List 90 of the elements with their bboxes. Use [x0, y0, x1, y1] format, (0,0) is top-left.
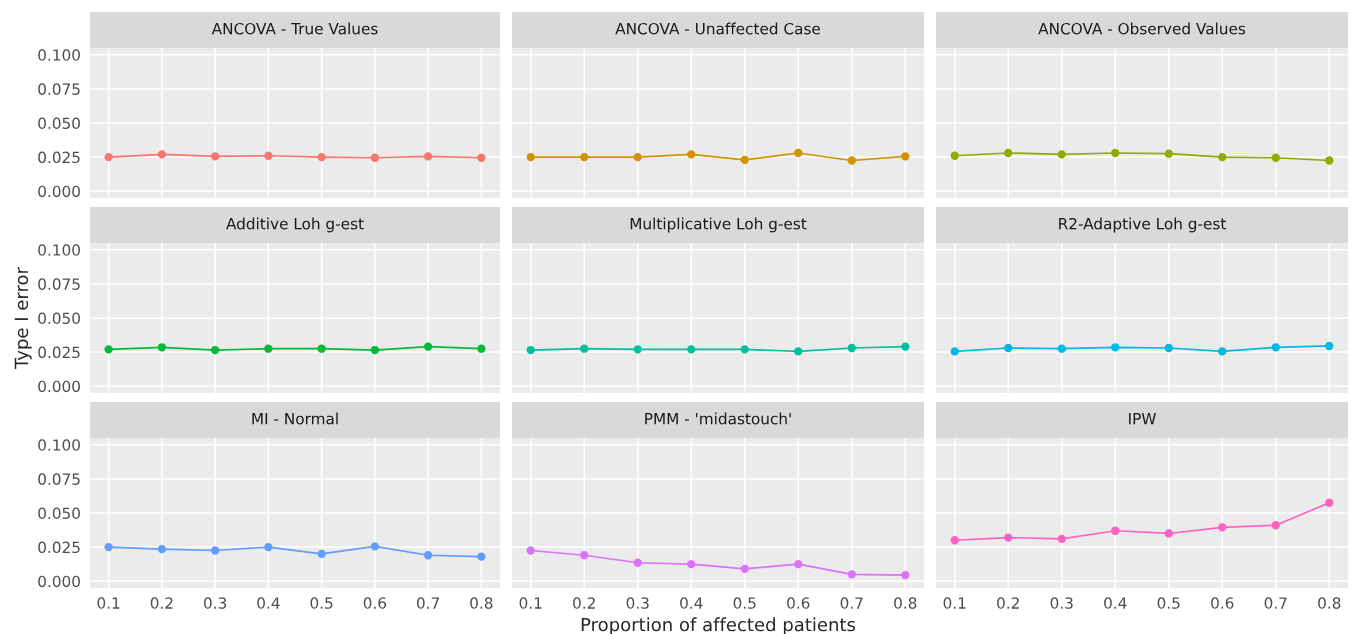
y-tick-label: 0.000: [38, 380, 80, 393]
x-tick-label: 0.6: [1211, 597, 1234, 609]
x-tick-label: 0.7: [416, 597, 439, 609]
y-tick-label: 0.100: [38, 244, 80, 256]
point: [1004, 533, 1013, 542]
chart-title: Multiplicative Loh g-est: [630, 217, 807, 233]
x-tick-label: 0.5: [733, 597, 756, 609]
x-tick-label: 0.2: [150, 597, 173, 609]
chart-title: IPW: [1129, 413, 1156, 425]
y-tick-label: 0.100: [38, 49, 80, 61]
x-tick-label: 0.1: [943, 597, 966, 609]
chart-title: Additive Loh g-est: [226, 217, 364, 233]
point: [633, 152, 642, 162]
point: [950, 151, 959, 160]
chart-title: ANCOVA - Unaffected Case: [615, 22, 820, 35]
y-tick-label: 0.075: [38, 473, 80, 485]
point: [687, 150, 696, 159]
x-tick-label: 0.4: [257, 597, 280, 609]
point: [901, 570, 910, 580]
x-tick-label: 0.4: [1104, 597, 1127, 609]
point: [1164, 149, 1173, 158]
x-tick-label: 0.5: [1157, 597, 1180, 609]
x-tick-label: 0.8: [470, 597, 493, 609]
point: [1111, 148, 1120, 158]
x-axis-title: Proportion of affected patients: [581, 617, 856, 634]
point: [847, 156, 856, 165]
point: [1325, 156, 1334, 165]
chart-title: ANCOVA - Observed Values: [1038, 22, 1246, 35]
point: [104, 542, 113, 552]
point: [264, 542, 273, 552]
point: [317, 549, 326, 559]
point: [1111, 526, 1120, 535]
y-tick-label: 0.000: [38, 575, 80, 588]
point: [157, 544, 167, 554]
point: [901, 152, 910, 161]
point: [210, 546, 220, 555]
chart-title: R2-Adaptive Loh g-est: [1059, 217, 1226, 233]
y-tick-label: 0.025: [38, 346, 80, 359]
point: [370, 542, 380, 551]
point: [794, 148, 803, 158]
point: [847, 570, 856, 579]
point: [740, 155, 749, 164]
point: [1325, 498, 1334, 507]
y-tick-label: 0.025: [38, 151, 80, 164]
x-tick-label: 0.6: [363, 597, 387, 609]
point: [1271, 521, 1280, 530]
point: [423, 551, 433, 560]
x-tick-label: 0.8: [894, 597, 917, 609]
point: [526, 152, 535, 162]
y-tick-label: 0.075: [38, 278, 80, 290]
y-tick-label: 0.000: [38, 185, 80, 198]
point: [580, 551, 589, 560]
chart-title: PMM - 'midastouch': [645, 412, 791, 425]
x-tick-label: 0.5: [310, 597, 333, 609]
x-tick-label: 0.1: [519, 597, 542, 609]
point: [687, 559, 696, 569]
x-tick-label: 0.2: [573, 597, 595, 609]
y-tick-label: 0.050: [38, 312, 80, 325]
point: [526, 546, 535, 555]
point: [740, 564, 749, 574]
y-tick-label: 0.050: [38, 117, 80, 130]
x-tick-label: 0.3: [203, 597, 227, 609]
x-tick-label: 0.6: [787, 597, 810, 609]
chart-title: ANCOVA - True Values: [211, 22, 378, 35]
y-tick-label: 0.050: [38, 507, 80, 520]
y-tick-label: 0.075: [38, 83, 80, 95]
x-tick-label: 0.7: [840, 597, 863, 609]
point: [477, 552, 486, 561]
x-tick-label: 0.4: [680, 597, 703, 609]
point: [1057, 150, 1066, 159]
chart-title: MI - Normal: [252, 412, 338, 425]
y-axis-title: Type I error: [14, 267, 32, 370]
point: [1218, 523, 1227, 532]
point: [794, 559, 803, 569]
point: [1218, 152, 1227, 162]
point: [1004, 148, 1013, 158]
x-tick-label: 0.1: [97, 597, 120, 609]
x-tick-label: 0.3: [626, 597, 649, 609]
x-tick-label: 0.8: [1318, 597, 1341, 609]
point: [950, 536, 959, 545]
point: [1164, 529, 1173, 538]
y-tick-label: 0.025: [38, 541, 80, 554]
y-tick-label: 0.100: [38, 439, 80, 451]
point: [1057, 534, 1066, 544]
point: [633, 558, 642, 567]
x-tick-label: 0.3: [1050, 597, 1073, 609]
x-tick-label: 0.2: [997, 597, 1019, 609]
point: [1271, 153, 1280, 162]
x-tick-label: 0.7: [1264, 597, 1287, 609]
point: [580, 152, 589, 162]
